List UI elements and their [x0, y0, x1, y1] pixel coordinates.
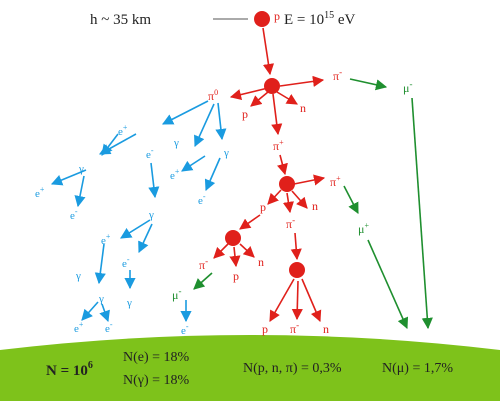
interaction-nodes — [225, 11, 305, 278]
gamma-fraction: N(γ) = 18% — [123, 373, 190, 388]
label-mu-minus-top: μ- — [403, 79, 412, 95]
em-label: γ — [98, 293, 104, 305]
em-track-11 — [120, 219, 151, 239]
em-track-1 — [162, 100, 209, 125]
label-p1: p — [242, 107, 248, 121]
track-pi-minus-top — [279, 75, 325, 87]
em-label: e+ — [35, 185, 45, 200]
em-label: e- — [70, 207, 78, 222]
track-pi-plus-2-down — [343, 185, 359, 214]
label-pi-minus-3: π- — [199, 256, 208, 272]
label-pi-plus-2: π+ — [330, 174, 341, 189]
ground-band — [0, 335, 500, 401]
em-track-10 — [204, 157, 221, 192]
node-first-interaction — [264, 78, 280, 94]
total-particles-label: N = 106 — [46, 360, 93, 379]
track-pi0 — [229, 87, 269, 101]
label-mu-plus: μ+ — [358, 221, 369, 236]
em-track-9 — [181, 155, 206, 172]
em-label: γ — [126, 297, 132, 309]
em-label: e+ — [74, 320, 84, 335]
label-pi-plus-1: π+ — [273, 138, 284, 153]
em-label: e- — [122, 255, 130, 270]
em-labels: e+ γ γ e- γ e+ e- e+ γ e- γ e+ e- γ γ e+… — [35, 123, 229, 337]
altitude-label: h ~ 35 km — [90, 12, 151, 28]
label-p2: p — [260, 200, 266, 214]
label-mu-minus-2: μ- — [172, 286, 181, 302]
track-pi-minus-2-down — [290, 232, 302, 261]
track-n3 — [239, 243, 255, 258]
em-track-12 — [138, 223, 153, 254]
node-third-interaction — [225, 230, 241, 246]
label-pi-minus-final: π- — [290, 320, 299, 336]
track-mu-plus-down — [367, 239, 409, 330]
em-label: e+ — [101, 232, 111, 247]
em-track-8 — [148, 162, 160, 199]
track-pi-minus-2 — [282, 192, 294, 214]
hadron-fraction: N(p, n, π) = 0,3% — [243, 361, 342, 376]
em-track-16 — [99, 303, 110, 323]
track-mu-minus-top-down — [411, 97, 433, 330]
track-p1 — [250, 91, 269, 107]
label-primary-p: p — [274, 9, 280, 23]
em-label: γ — [223, 147, 229, 159]
track-pi-minus-3 — [213, 243, 229, 259]
label-e-minus-end: e- — [181, 322, 189, 337]
track-primary-down — [262, 27, 275, 76]
muon-labels: μ- μ+ μ- — [172, 79, 412, 302]
em-label: γ — [173, 137, 179, 149]
node-second-interaction — [279, 176, 295, 192]
energy-label: E = 1015 eV — [284, 10, 356, 28]
em-track-5 — [101, 133, 119, 156]
label-n3: n — [258, 255, 264, 269]
em-label: e+ — [170, 167, 180, 182]
em-track-6 — [50, 169, 87, 186]
track-mu-minus-2 — [193, 272, 213, 290]
em-label: γ — [78, 163, 84, 175]
em-track-13 — [94, 243, 106, 285]
electron-fraction: N(e) = 18% — [123, 350, 190, 365]
track-mu-minus-top — [349, 78, 388, 91]
track-n-final — [301, 278, 322, 323]
em-track-2 — [194, 103, 215, 148]
em-track-15 — [81, 301, 99, 321]
track-to-node2 — [277, 154, 288, 176]
label-pi-minus-top: π- — [333, 67, 342, 83]
track-p-final — [269, 278, 295, 322]
em-label: e- — [105, 320, 113, 335]
hadronic-tracks — [213, 27, 326, 323]
track-pi-plus-1 — [271, 93, 283, 136]
track-pi-plus-2 — [293, 174, 326, 186]
label-n-final: n — [323, 322, 329, 336]
label-p-final: p — [262, 322, 268, 336]
em-track-7 — [74, 175, 86, 208]
track-p3 — [229, 246, 241, 268]
label-pi0: π0 — [208, 88, 218, 103]
em-label: γ — [75, 270, 81, 282]
em-track-3 — [215, 102, 227, 141]
label-n2: n — [312, 199, 318, 213]
em-label: e- — [146, 146, 154, 161]
track-p2-down — [239, 214, 261, 230]
track-n2 — [291, 190, 308, 209]
muon-fraction: N(μ) = 1,7% — [382, 361, 453, 376]
label-pi-minus-2: π- — [286, 215, 295, 231]
track-pi-minus-final — [291, 280, 303, 321]
em-label: e- — [198, 192, 206, 207]
label-n1: n — [300, 101, 306, 115]
track-n1 — [276, 91, 298, 105]
hadron-labels: p π0 π- p n π+ π+ p n π- π- p n p π- n — [199, 9, 342, 336]
node-primary — [254, 11, 270, 27]
label-p3: p — [233, 269, 239, 283]
track-p2 — [267, 189, 282, 205]
em-label: γ — [148, 209, 154, 221]
muon-tracks — [193, 78, 433, 330]
em-label: e+ — [118, 123, 128, 138]
node-fourth-interaction — [289, 262, 305, 278]
em-cascade-tracks — [50, 100, 227, 323]
